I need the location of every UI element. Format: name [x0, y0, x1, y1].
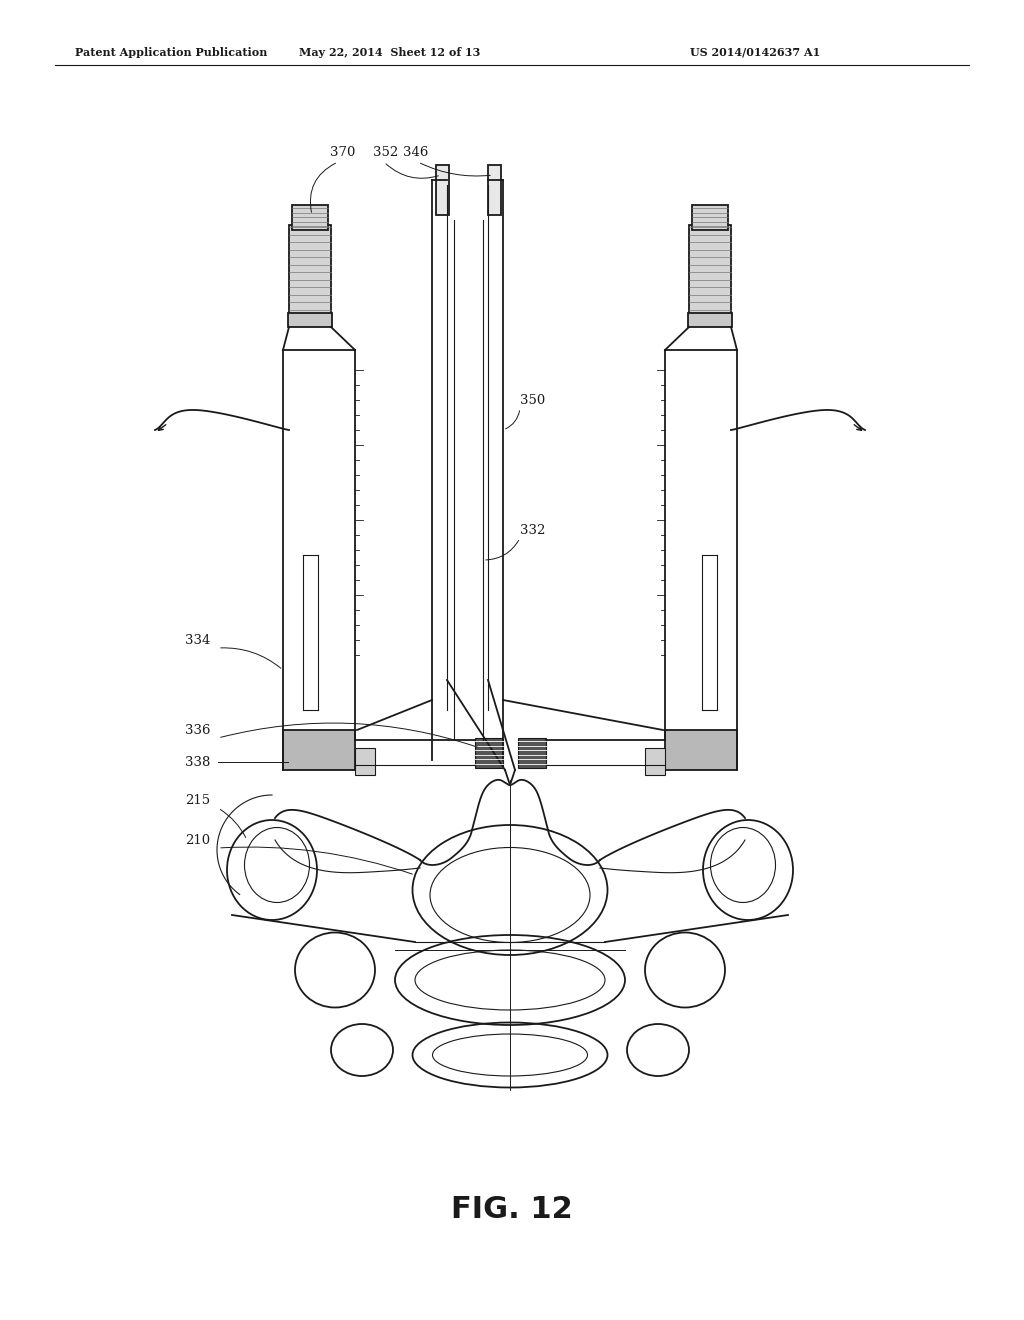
Bar: [689, 224, 731, 315]
Text: May 22, 2014  Sheet 12 of 13: May 22, 2014 Sheet 12 of 13: [299, 46, 480, 58]
Bar: [518, 738, 546, 768]
Text: 370: 370: [330, 147, 355, 160]
Bar: [645, 748, 665, 775]
Bar: [292, 205, 328, 230]
Text: 215: 215: [185, 793, 210, 807]
Bar: [692, 205, 728, 230]
Text: Patent Application Publication: Patent Application Publication: [75, 46, 267, 58]
Bar: [475, 738, 503, 768]
Text: 334: 334: [185, 634, 210, 647]
Bar: [288, 313, 332, 327]
Bar: [283, 730, 355, 770]
Bar: [665, 730, 737, 770]
Text: FIG. 12: FIG. 12: [452, 1196, 572, 1225]
Text: 332: 332: [520, 524, 546, 536]
Text: 338: 338: [185, 755, 210, 768]
Text: 336: 336: [185, 723, 211, 737]
Bar: [488, 165, 501, 215]
Text: 210: 210: [185, 833, 210, 846]
Bar: [355, 748, 375, 775]
Text: 346: 346: [403, 147, 428, 160]
Bar: [289, 224, 331, 315]
Text: 350: 350: [520, 393, 545, 407]
Text: US 2014/0142637 A1: US 2014/0142637 A1: [690, 46, 820, 58]
Text: 352: 352: [373, 147, 398, 160]
Bar: [688, 313, 732, 327]
Bar: [436, 165, 449, 215]
